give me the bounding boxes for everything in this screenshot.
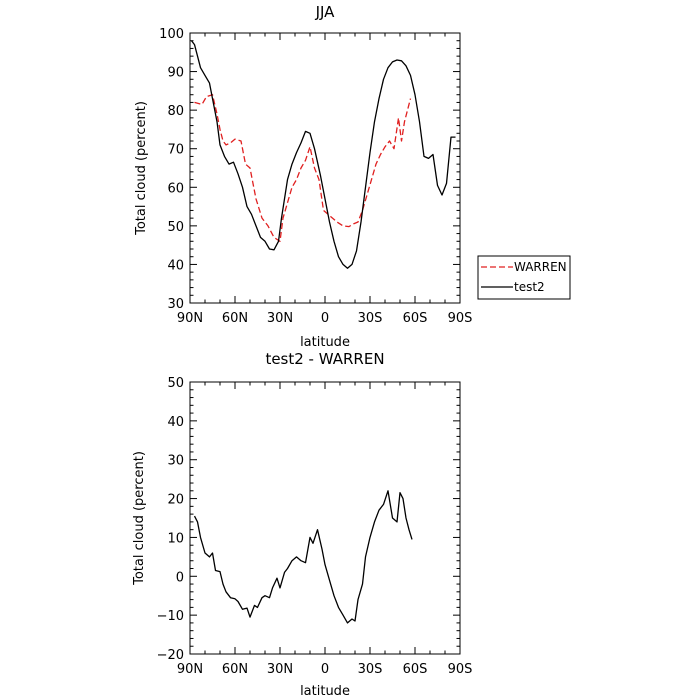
y-tick-label-bottom: 20 [167,493,184,508]
y-tick-label-bottom: 10 [167,531,184,546]
x-tick-label-top: 30N [267,311,293,326]
x-tick-label-top: 90S [448,311,473,326]
y-tick-label-top: 80 [167,104,184,119]
x-tick-label-bottom: 90S [448,662,473,677]
y-tick-label-top: 30 [167,297,184,312]
y-tick-label-top: 100 [159,27,184,42]
legend: WARREN test2 [477,255,571,300]
x-axis-label-bottom: latitude [300,684,350,699]
x-tick-label-bottom: 0 [321,662,329,677]
plot-frame-bottom [189,381,461,655]
plot-frame-top [189,32,461,304]
panel-bottom: test2 - WARREN −20 −10 0 10 20 30 40 50 90N 60N 30… [132,350,472,699]
x-axis-label-top: latitude [300,335,350,350]
legend-box [477,255,571,300]
y-tick-label-bottom: 50 [167,376,184,391]
x-tick-label-bottom: 30S [358,662,383,677]
chart-title-bottom: test2 - WARREN [265,350,384,368]
y-tick-label-top: 60 [167,181,184,196]
y-axis-label-bottom: Total cloud (percent) [132,451,147,586]
chart-title-top: JJA [315,3,336,21]
x-tick-label-top: 0 [321,311,329,326]
y-axis-label-top: Total cloud (percent) [134,101,149,236]
y-tick-label-bottom: −20 [157,648,184,663]
x-tick-label-top: 60N [222,311,248,326]
series-line-warren [194,94,412,242]
y-tick-label-top: 50 [167,220,184,235]
series-line-difference [193,490,413,624]
x-tick-label-bottom: 60S [403,662,428,677]
y-tick-label-top: 70 [167,143,184,158]
panel-top: JJA 30 40 50 60 70 80 90 100 90N 60N 30N 0 30S 60S 90S… [134,3,571,350]
legend-label-test2: test2 [514,280,545,294]
y-tick-label-bottom: −10 [157,609,184,624]
plot-area-top: 30 40 50 60 70 80 90 100 90N 60N 30N 0 30S 60S 90S [159,27,472,326]
y-tick-label-top: 90 [167,66,184,81]
y-tick-label-bottom: 30 [167,454,184,469]
legend-label-warren: WARREN [514,260,567,274]
y-tick-label-top: 40 [167,258,184,273]
x-tick-label-top: 30S [358,311,383,326]
x-tick-label-bottom: 30N [267,662,293,677]
y-tick-label-bottom: 0 [176,570,184,585]
y-tick-label-bottom: 40 [167,415,184,430]
x-tick-label-top: 90N [177,311,203,326]
x-tick-label-bottom: 60N [222,662,248,677]
series-line-test2 [190,40,456,269]
x-tick-label-bottom: 90N [177,662,203,677]
plot-area-bottom: −20 −10 0 10 20 30 40 50 90N 60N 30N 0 30S 60S 90S [157,376,473,677]
x-tick-label-top: 60S [403,311,428,326]
